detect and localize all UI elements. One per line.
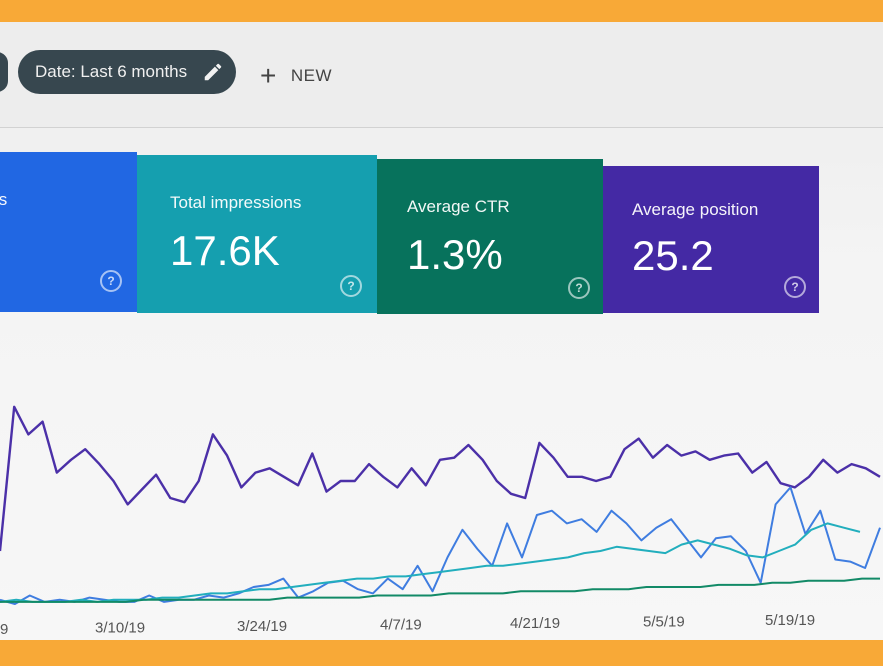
card-title: Average CTR <box>407 197 510 216</box>
card-value: 17.6K <box>170 227 280 274</box>
series-line-clicks <box>0 486 881 605</box>
card-title: Average position <box>632 200 759 219</box>
average-ctr-card[interactable]: Average CTR 1.3% ? <box>377 159 603 314</box>
new-filter-label: NEW <box>290 66 333 85</box>
pencil-icon[interactable] <box>202 61 224 83</box>
plus-icon: + <box>260 60 277 91</box>
x-tick-label: 5/19/19 <box>765 612 815 629</box>
search-console-screen: Date: Last 6 months + NEW ts ? Total imp… <box>0 22 883 640</box>
total-clicks-card[interactable]: ts ? <box>0 152 137 312</box>
help-icon[interactable]: ? <box>100 270 122 292</box>
help-icon[interactable]: ? <box>340 275 362 297</box>
x-tick-label: 4/7/19 <box>380 617 422 634</box>
new-filter-button[interactable]: + NEW <box>260 62 332 90</box>
clipped-filter-chip[interactable] <box>0 52 8 92</box>
filter-bar: Date: Last 6 months + NEW <box>0 22 883 128</box>
card-value: 25.2 <box>632 232 714 279</box>
x-tick-label: 3/24/19 <box>237 618 287 635</box>
x-tick-label: 9 <box>0 621 8 638</box>
date-filter-chip[interactable]: Date: Last 6 months <box>18 50 236 94</box>
x-tick-label: 3/10/19 <box>95 620 145 637</box>
series-line-impressions <box>0 522 861 603</box>
series-line-ctr <box>0 577 880 603</box>
card-value: 1.3% <box>407 231 503 278</box>
card-title: ts <box>0 190 8 209</box>
x-tick-label: 4/21/19 <box>510 615 560 632</box>
x-tick-label: 5/5/19 <box>643 614 685 631</box>
help-icon[interactable]: ? <box>568 277 590 299</box>
average-position-card[interactable]: Average position 25.2 ? <box>603 166 819 313</box>
series-line-position <box>0 405 881 552</box>
date-filter-label: Date: Last 6 months <box>35 62 188 81</box>
performance-chart[interactable]: 9 3/10/19 3/24/19 4/7/19 4/21/19 5/5/19 5/19/1… <box>0 352 883 640</box>
total-impressions-card[interactable]: Total impressions 17.6K ? <box>137 155 377 313</box>
card-title: Total impressions <box>170 193 302 212</box>
help-icon[interactable]: ? <box>784 276 806 298</box>
